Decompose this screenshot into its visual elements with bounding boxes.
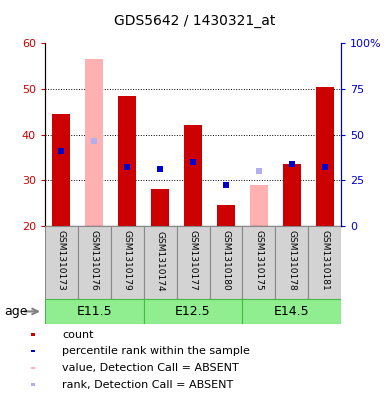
Bar bbox=[283, 164, 301, 226]
Bar bbox=[308, 226, 341, 299]
Bar bbox=[184, 125, 202, 226]
Bar bbox=[31, 384, 35, 386]
Bar bbox=[243, 226, 275, 299]
Bar bbox=[151, 189, 169, 226]
Bar bbox=[217, 206, 235, 226]
Text: GSM1310178: GSM1310178 bbox=[287, 231, 296, 291]
Text: GSM1310177: GSM1310177 bbox=[188, 231, 198, 291]
Bar bbox=[243, 299, 341, 324]
Bar bbox=[177, 226, 209, 299]
Text: GSM1310173: GSM1310173 bbox=[57, 231, 66, 291]
Bar bbox=[316, 86, 334, 226]
Bar bbox=[85, 59, 103, 226]
Text: GSM1310179: GSM1310179 bbox=[123, 231, 132, 291]
Text: percentile rank within the sample: percentile rank within the sample bbox=[62, 346, 250, 356]
Text: count: count bbox=[62, 330, 94, 340]
Text: age: age bbox=[4, 305, 27, 318]
Bar bbox=[118, 96, 136, 226]
Text: rank, Detection Call = ABSENT: rank, Detection Call = ABSENT bbox=[62, 380, 234, 389]
Text: GDS5642 / 1430321_at: GDS5642 / 1430321_at bbox=[114, 13, 276, 28]
Text: E11.5: E11.5 bbox=[76, 305, 112, 318]
Bar bbox=[250, 185, 268, 226]
Bar bbox=[144, 226, 177, 299]
Bar bbox=[209, 226, 243, 299]
Text: GSM1310174: GSM1310174 bbox=[156, 231, 165, 291]
Text: GSM1310180: GSM1310180 bbox=[222, 231, 230, 291]
Bar bbox=[31, 350, 35, 353]
Bar bbox=[45, 226, 78, 299]
Text: GSM1310175: GSM1310175 bbox=[254, 231, 263, 291]
Bar bbox=[144, 299, 243, 324]
Text: E12.5: E12.5 bbox=[175, 305, 211, 318]
Bar bbox=[275, 226, 308, 299]
Bar bbox=[52, 114, 70, 226]
Bar bbox=[78, 226, 111, 299]
Text: GSM1310176: GSM1310176 bbox=[90, 231, 99, 291]
Bar bbox=[31, 367, 35, 369]
Text: value, Detection Call = ABSENT: value, Detection Call = ABSENT bbox=[62, 363, 239, 373]
Bar bbox=[31, 333, 35, 336]
Bar bbox=[111, 226, 144, 299]
Bar bbox=[45, 299, 144, 324]
Text: GSM1310181: GSM1310181 bbox=[320, 231, 329, 291]
Text: E14.5: E14.5 bbox=[274, 305, 310, 318]
